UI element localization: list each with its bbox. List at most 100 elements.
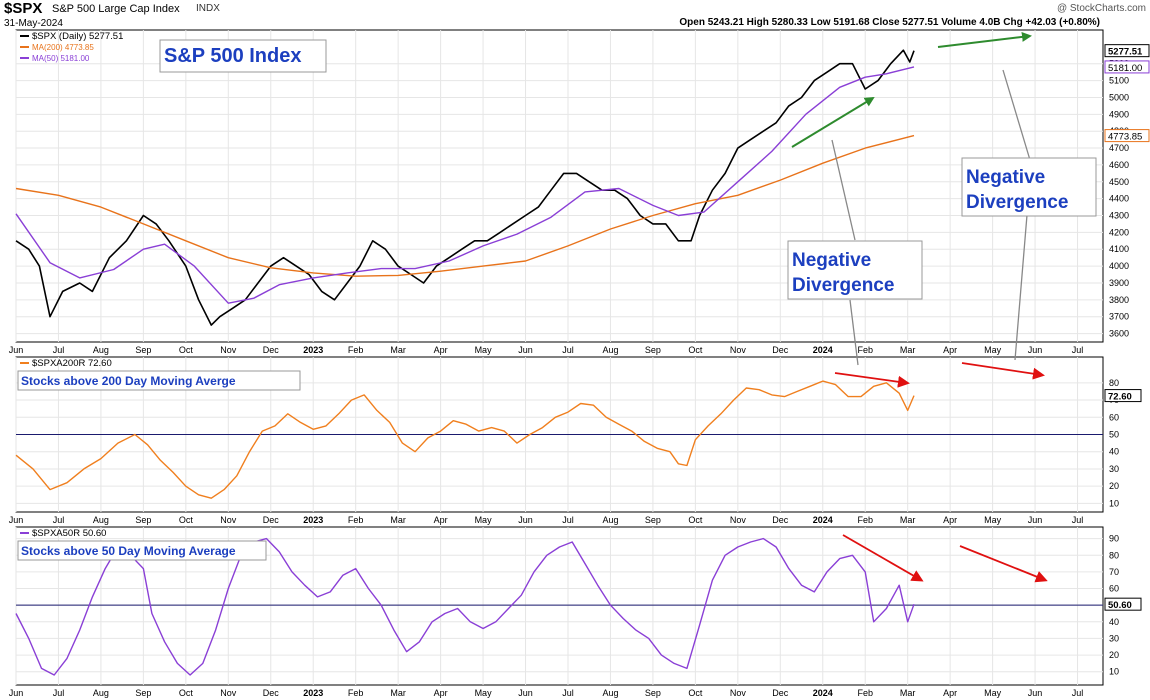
x-tick-label: Oct (688, 345, 703, 355)
y-tick-label: 5000 (1109, 92, 1129, 102)
x-tick-label: Nov (220, 688, 237, 698)
x-tick-label: Jun (518, 345, 533, 355)
y-tick-label: 5100 (1109, 76, 1129, 86)
y-tick-label: 10 (1109, 498, 1119, 508)
divergence-pointer-1 (831, 139, 859, 366)
red-arrow-50-1 (842, 534, 924, 582)
x-tick-label: Mar (900, 688, 916, 698)
last-value-box (1104, 60, 1150, 74)
legend-entry: $SPXA200R 72.60 (32, 358, 112, 369)
y-tick-label: 60 (1109, 584, 1119, 594)
x-tick-label: Nov (730, 515, 747, 525)
x-tick-label: Aug (602, 345, 618, 355)
x-tick-label: Dec (772, 688, 789, 698)
chart-index-type: INDX (196, 3, 220, 14)
x-tick-label: Apr (943, 515, 957, 525)
breadth-title: Stocks above 50 Day Moving Average (21, 544, 236, 558)
x-tick-label: Sep (135, 688, 151, 698)
y-tick-label: 4100 (1109, 244, 1129, 254)
x-tick-label: Nov (220, 515, 237, 525)
x-tick-label: Mar (390, 515, 406, 525)
x-tick-label: 2023 (303, 345, 323, 355)
x-tick-label: Nov (730, 345, 747, 355)
x-tick-label: Dec (263, 688, 280, 698)
y-tick-label: 3700 (1109, 312, 1129, 322)
x-tick-label: Sep (135, 515, 151, 525)
x-tick-label: May (984, 515, 1002, 525)
x-tick-label: Aug (93, 345, 109, 355)
y-tick-label: 80 (1109, 550, 1119, 560)
x-tick-label: Nov (220, 345, 237, 355)
last-value-box (1104, 129, 1150, 143)
x-tick-label: Jun (9, 345, 24, 355)
x-tick-label: Apr (943, 688, 957, 698)
x-tick-label: 2023 (303, 688, 323, 698)
y-tick-label: 40 (1109, 447, 1119, 457)
y-tick-label: 40 (1109, 617, 1119, 627)
last-value-label: 72.60 (1108, 392, 1132, 403)
x-tick-label: Jun (1028, 688, 1043, 698)
x-tick-label: Jul (53, 515, 65, 525)
legend-entry: MA(50) 5181.00 (32, 54, 90, 63)
x-tick-label: Apr (434, 515, 448, 525)
divergence-box-1: Negative Divergence (787, 240, 923, 300)
quote-line: Open 5243.21 High 5280.33 Low 5191.68 Cl… (679, 17, 1100, 28)
x-tick-label: Aug (602, 515, 618, 525)
x-tick-label: Mar (390, 345, 406, 355)
y-tick-label: 70 (1109, 567, 1119, 577)
divergence-box-2: Negative Divergence (961, 157, 1097, 217)
x-tick-label: Dec (263, 345, 280, 355)
x-tick-label: Mar (900, 345, 916, 355)
x-tick-label: Feb (857, 515, 873, 525)
x-tick-label: 2024 (813, 345, 833, 355)
divergence-label-2: Negative Divergence (966, 167, 1068, 213)
x-tick-label: May (475, 345, 493, 355)
last-value-box (1104, 44, 1150, 58)
x-tick-label: Oct (688, 515, 703, 525)
x-tick-label: Jul (1072, 688, 1084, 698)
x-tick-label: Oct (179, 515, 194, 525)
last-value-label: 4773.85 (1108, 132, 1142, 143)
y-tick-label: 3600 (1109, 329, 1129, 339)
y-tick-label: 3800 (1109, 295, 1129, 305)
x-tick-label: May (475, 515, 493, 525)
last-value-label: 5181.00 (1108, 63, 1142, 74)
y-tick-label: 4300 (1109, 211, 1129, 221)
x-tick-label: Sep (135, 345, 151, 355)
last-value-box (1104, 597, 1142, 611)
x-tick-label: Sep (645, 688, 661, 698)
red-arrow-200-2 (961, 362, 1045, 380)
x-tick-label: May (984, 345, 1002, 355)
x-tick-label: Jun (9, 515, 24, 525)
divergence-label-1: Negative Divergence (792, 250, 894, 296)
x-tick-label: Oct (179, 345, 194, 355)
chart-symbol: $SPX (4, 0, 43, 17)
y-tick-label: 3900 (1109, 278, 1129, 288)
green-trend-arrow-2 (937, 31, 1032, 48)
breadth-200-panel: Jun Jul Aug Sep Oct Nov Dec 2023 Feb Mar Apr May Jun… (9, 356, 1142, 525)
y-tick-label: 30 (1109, 633, 1119, 643)
legend-entry: $SPX (Daily) 5277.51 (32, 31, 123, 42)
x-tick-label: Jul (1072, 345, 1084, 355)
x-tick-label: Feb (857, 688, 873, 698)
series-line-ma50 (15, 66, 915, 304)
x-tick-label: Mar (390, 688, 406, 698)
x-tick-label: Oct (179, 688, 194, 698)
x-tick-label: Jul (562, 345, 574, 355)
x-tick-label: Dec (772, 515, 789, 525)
y-tick-label: 90 (1109, 534, 1119, 544)
x-tick-label: Oct (688, 688, 703, 698)
x-tick-label: Apr (434, 345, 448, 355)
y-tick-label: 4200 (1109, 227, 1129, 237)
x-tick-label: Sep (645, 515, 661, 525)
y-tick-label: 4000 (1109, 261, 1129, 271)
x-tick-label: Dec (263, 515, 280, 525)
y-tick-label: 60 (1109, 412, 1119, 422)
y-tick-label: 4700 (1109, 143, 1129, 153)
y-tick-label: 50 (1109, 430, 1119, 440)
last-value-label: 5277.51 (1108, 47, 1143, 58)
x-tick-label: Jun (518, 515, 533, 525)
red-arrow-200-1 (834, 372, 910, 388)
x-tick-label: Mar (900, 515, 916, 525)
